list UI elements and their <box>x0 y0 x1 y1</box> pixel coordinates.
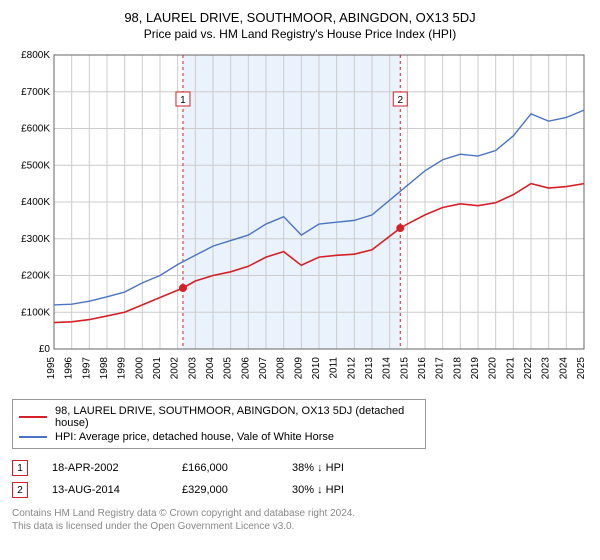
svg-text:2000: 2000 <box>134 357 145 380</box>
svg-text:2020: 2020 <box>488 357 499 380</box>
svg-text:£700K: £700K <box>21 87 50 98</box>
chart-svg: £0 £100K £200K £300K £400K £500K £600K £700K £80… <box>12 49 588 389</box>
legend-swatch <box>19 416 47 418</box>
svg-text:2023: 2023 <box>541 357 552 380</box>
svg-text:2016: 2016 <box>417 357 428 380</box>
legend: 98, LAUREL DRIVE, SOUTHMOOR, ABINGDON, O… <box>12 399 426 449</box>
svg-text:£500K: £500K <box>21 160 50 171</box>
svg-text:£800K: £800K <box>21 50 50 61</box>
sale-diff: 30% ↓ HPI <box>292 484 402 496</box>
svg-text:£400K: £400K <box>21 197 50 208</box>
svg-text:2011: 2011 <box>329 357 340 379</box>
footer-line: Contains HM Land Registry data © Crown c… <box>12 507 588 520</box>
svg-text:1997: 1997 <box>81 357 92 380</box>
svg-text:1996: 1996 <box>64 357 75 380</box>
legend-label: HPI: Average price, detached house, Vale… <box>55 431 334 443</box>
svg-text:2018: 2018 <box>452 357 463 380</box>
svg-text:1: 1 <box>180 95 186 106</box>
sale-price: £329,000 <box>182 484 292 496</box>
sale-diff: 38% ↓ HPI <box>292 462 402 474</box>
sale-marker-icon: 2 <box>12 482 28 498</box>
svg-text:1995: 1995 <box>46 357 57 380</box>
svg-text:2022: 2022 <box>523 357 534 380</box>
subtitle: Price paid vs. HM Land Registry's House … <box>12 27 588 41</box>
svg-text:2021: 2021 <box>505 357 516 380</box>
svg-text:2025: 2025 <box>576 357 587 380</box>
svg-text:£0: £0 <box>39 344 51 355</box>
sales-row: 1 18-APR-2002 £166,000 38% ↓ HPI <box>12 457 588 479</box>
sale-marker-icon: 1 <box>12 460 28 476</box>
svg-text:2012: 2012 <box>346 357 357 380</box>
svg-text:2017: 2017 <box>435 357 446 380</box>
svg-text:1999: 1999 <box>117 357 128 380</box>
sale-date: 13-AUG-2014 <box>52 484 182 496</box>
legend-item: 98, LAUREL DRIVE, SOUTHMOOR, ABINGDON, O… <box>19 404 419 430</box>
sales-table: 1 18-APR-2002 £166,000 38% ↓ HPI 2 13-AU… <box>12 457 588 501</box>
svg-text:2015: 2015 <box>399 357 410 380</box>
svg-text:2003: 2003 <box>187 357 198 380</box>
legend-label: 98, LAUREL DRIVE, SOUTHMOOR, ABINGDON, O… <box>55 405 419 429</box>
svg-text:2009: 2009 <box>293 357 304 380</box>
svg-text:1998: 1998 <box>99 357 110 380</box>
svg-text:2013: 2013 <box>364 357 375 380</box>
svg-text:2006: 2006 <box>240 357 251 380</box>
svg-text:£600K: £600K <box>21 124 50 135</box>
chart: £0 £100K £200K £300K £400K £500K £600K £700K £80… <box>12 49 588 389</box>
svg-text:£100K: £100K <box>21 307 50 318</box>
legend-item: HPI: Average price, detached house, Vale… <box>19 430 419 444</box>
footer: Contains HM Land Registry data © Crown c… <box>12 507 588 533</box>
sale-date: 18-APR-2002 <box>52 462 182 474</box>
svg-text:2: 2 <box>397 95 403 106</box>
svg-text:2002: 2002 <box>170 357 181 380</box>
svg-text:2008: 2008 <box>276 357 287 380</box>
title: 98, LAUREL DRIVE, SOUTHMOOR, ABINGDON, O… <box>12 10 588 25</box>
sales-row: 2 13-AUG-2014 £329,000 30% ↓ HPI <box>12 479 588 501</box>
svg-text:2024: 2024 <box>558 357 569 380</box>
svg-text:2005: 2005 <box>223 357 234 380</box>
chart-container: 98, LAUREL DRIVE, SOUTHMOOR, ABINGDON, O… <box>0 0 600 543</box>
legend-swatch <box>19 436 47 438</box>
svg-text:£300K: £300K <box>21 234 50 245</box>
svg-text:£200K: £200K <box>21 271 50 282</box>
svg-text:2004: 2004 <box>205 357 216 380</box>
sale-price: £166,000 <box>182 462 292 474</box>
svg-text:2019: 2019 <box>470 357 481 380</box>
footer-line: This data is licensed under the Open Gov… <box>12 520 588 533</box>
svg-text:2007: 2007 <box>258 357 269 380</box>
svg-text:2010: 2010 <box>311 357 322 380</box>
svg-text:2014: 2014 <box>382 357 393 380</box>
svg-text:2001: 2001 <box>152 357 163 380</box>
